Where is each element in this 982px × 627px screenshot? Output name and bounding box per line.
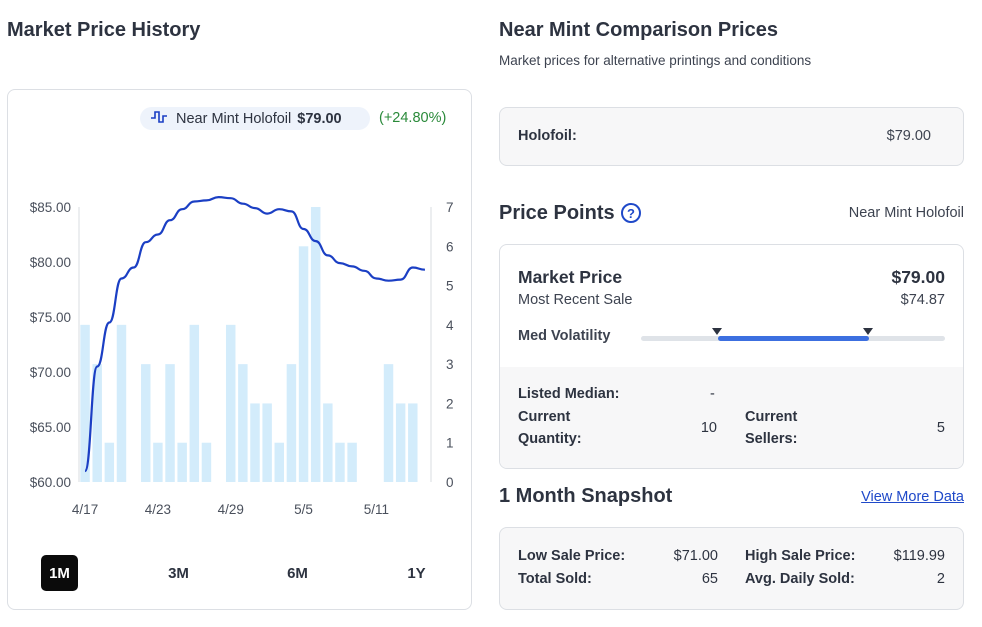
y-left-tick-label: $70.00 xyxy=(30,365,71,380)
snapshot-card xyxy=(499,527,964,610)
volatility-label: Med Volatility xyxy=(518,328,611,344)
holofoil-label: Holofoil: xyxy=(518,128,577,144)
volatility-low-marker xyxy=(712,328,722,335)
total-sold-label: Total Sold: xyxy=(518,571,592,587)
y-right-tick-label: 4 xyxy=(446,318,454,333)
current-sellers-label-line1: Current xyxy=(745,409,798,425)
volume-bar xyxy=(274,442,285,482)
market-price-label: Market Price xyxy=(518,267,623,287)
volatility-high-marker xyxy=(863,328,873,335)
volume-bar xyxy=(323,403,333,482)
help-icon[interactable]: ? xyxy=(621,203,641,223)
volume-bar xyxy=(225,324,236,482)
volume-bar xyxy=(165,364,175,482)
y-right-tick-label: 6 xyxy=(446,239,454,254)
price-line xyxy=(83,196,425,473)
y-right-tick-label: 3 xyxy=(446,357,454,372)
x-tick-label: 5/11 xyxy=(364,502,389,517)
y-right-tick-label: 5 xyxy=(446,279,454,294)
market-price-history-title: Market Price History xyxy=(7,19,201,41)
high-sale-value: $119.99 xyxy=(893,548,945,564)
volume-bar xyxy=(238,364,248,482)
volume-bar xyxy=(298,246,309,482)
volume-bar xyxy=(310,207,321,482)
price-points-stats-area xyxy=(500,367,963,468)
range-button-3m[interactable]: 3M xyxy=(168,564,189,582)
y-left-tick-label: $75.00 xyxy=(30,310,71,325)
avg-daily-label: Avg. Daily Sold: xyxy=(745,571,855,587)
holofoil-price: $79.00 xyxy=(886,128,931,144)
volume-bar xyxy=(104,442,115,482)
current-sellers-value: 5 xyxy=(936,420,945,436)
volatility-range xyxy=(718,336,869,341)
x-tick-label: 5/5 xyxy=(294,502,313,517)
volume-bar xyxy=(335,442,345,482)
y-right-tick-label: 7 xyxy=(446,200,454,215)
y-right-tick-label: 2 xyxy=(446,396,454,411)
low-sale-label: Low Sale Price: xyxy=(518,548,626,564)
legend-series-name: Near Mint Holofoil xyxy=(176,110,292,127)
volume-bar xyxy=(80,324,90,482)
price-points-title: Price Points xyxy=(499,202,615,224)
legend-price: $79.00 xyxy=(297,110,342,127)
comparison-title: Near Mint Comparison Prices xyxy=(499,19,778,41)
y-left-tick-label: $85.00 xyxy=(30,200,71,215)
y-right-tick-label: 0 xyxy=(446,475,454,490)
x-tick-label: 4/29 xyxy=(218,502,244,517)
listed-median-value: - xyxy=(710,386,715,402)
current-sellers-label-line2: Sellers: xyxy=(745,431,798,447)
volume-bar xyxy=(116,324,127,482)
volume-bar xyxy=(286,364,297,482)
comparison-subtitle: Market prices for alternative printings … xyxy=(499,53,812,68)
volume-bar xyxy=(201,442,212,482)
holofoil-row xyxy=(499,107,964,166)
y-left-tick-label: $60.00 xyxy=(30,475,71,490)
volume-bar xyxy=(177,442,187,482)
chart-legend[interactable]: Near Mint Holofoil $79.00 xyxy=(140,107,370,130)
volume-bar xyxy=(189,324,200,482)
volume-bar xyxy=(141,364,151,482)
market-price-value: $79.00 xyxy=(891,267,945,287)
total-sold-value: 65 xyxy=(701,571,718,587)
volume-bar xyxy=(395,403,406,482)
volume-bar xyxy=(153,442,163,482)
range-button-1y[interactable]: 1Y xyxy=(407,564,426,582)
recent-sale-value: $74.87 xyxy=(900,292,945,308)
line-series-icon xyxy=(150,110,168,128)
volume-bar xyxy=(383,364,394,482)
low-sale-value: $71.00 xyxy=(673,548,718,564)
legend-change: (+24.80%) xyxy=(379,110,447,126)
recent-sale-label: Most Recent Sale xyxy=(518,292,633,308)
view-more-data-link[interactable]: View More Data xyxy=(861,489,964,505)
price-points-variant: Near Mint Holofoil xyxy=(848,205,964,221)
current-quantity-label-line1: Current xyxy=(518,409,571,425)
avg-daily-value: 2 xyxy=(936,571,945,587)
y-left-tick-label: $65.00 xyxy=(30,420,71,435)
volume-bar xyxy=(347,442,357,482)
volume-bar xyxy=(262,403,272,482)
current-quantity-label-line2: Quantity: xyxy=(518,431,582,447)
range-button-6m[interactable]: 6M xyxy=(287,564,308,582)
x-tick-label: 4/17 xyxy=(72,502,98,517)
volume-bar xyxy=(408,403,418,482)
current-quantity-value: 10 xyxy=(700,420,717,436)
x-tick-label: 4/23 xyxy=(145,502,171,517)
volume-bar xyxy=(92,364,102,482)
range-button-1m[interactable]: 1M xyxy=(41,555,78,591)
volume-bar xyxy=(250,403,260,482)
y-left-tick-label: $80.00 xyxy=(30,255,71,270)
listed-median-label: Listed Median: xyxy=(518,386,620,402)
snapshot-title: 1 Month Snapshot xyxy=(499,485,673,507)
high-sale-label: High Sale Price: xyxy=(745,548,856,564)
price-points-card xyxy=(499,244,964,469)
y-right-tick-label: 1 xyxy=(446,436,454,451)
